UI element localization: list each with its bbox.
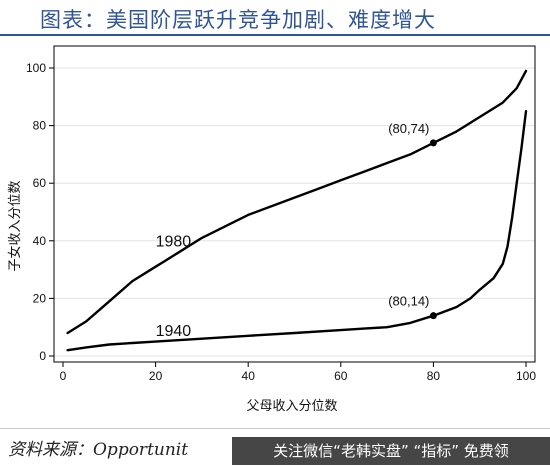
y-tick-label: 100 — [26, 61, 46, 75]
x-tick-label: 0 — [60, 369, 67, 383]
y-tick-label: 40 — [33, 234, 47, 248]
annotation-label: (80,14) — [388, 294, 429, 309]
x-tick-label: 40 — [242, 369, 256, 383]
series-label-1980: 1980 — [156, 234, 192, 251]
watermark-cta: “指标” 免费领 — [413, 442, 509, 460]
y-tick-label: 80 — [33, 119, 47, 133]
annotations: 1980 1940 (80,74) (80,14) — [156, 121, 437, 340]
x-tick-label: 60 — [334, 369, 348, 383]
y-axis-label: 子女收入分位数 — [7, 180, 22, 271]
watermark-banner: 关注微信“老韩实盘” “指标” 免费领 — [232, 437, 550, 465]
series-line-1980 — [66, 69, 528, 335]
y-tick-label: 0 — [39, 349, 46, 363]
line-chart: 0 20 40 60 80 100 0 20 40 60 80 100 1980 1940 (80,74)… — [0, 36, 550, 428]
x-axis-label: 父母收入分位数 — [246, 398, 337, 413]
annotation-label: (80,74) — [388, 121, 429, 136]
y-tick-label: 20 — [33, 291, 47, 305]
title-bar: 图表：美国阶层跃升竞争加剧、难度增大 — [0, 0, 550, 36]
x-tick-label: 100 — [516, 369, 536, 383]
source-note: 资料来源：Opportunit — [8, 440, 189, 460]
y-tick-label: 60 — [33, 176, 47, 190]
page-title: 图表：美国阶层跃升竞争加剧、难度增大 — [40, 8, 436, 32]
x-tick-label: 20 — [149, 369, 163, 383]
source-bar: 资料来源：Opportunit 关注微信“老韩实盘” “指标” 免费领 — [0, 428, 550, 466]
series-lines — [66, 69, 528, 352]
watermark-text: 关注微信“老韩实盘” — [273, 442, 409, 460]
series-label-1940: 1940 — [156, 323, 192, 340]
grid — [54, 67, 535, 357]
plot-frame — [53, 45, 536, 363]
series-line-1940 — [66, 109, 528, 352]
axes: 0 20 40 60 80 100 0 20 40 60 80 100 — [26, 45, 536, 383]
annotation-point — [429, 312, 437, 320]
annotation-point — [429, 139, 437, 147]
x-tick-label: 80 — [427, 369, 441, 383]
